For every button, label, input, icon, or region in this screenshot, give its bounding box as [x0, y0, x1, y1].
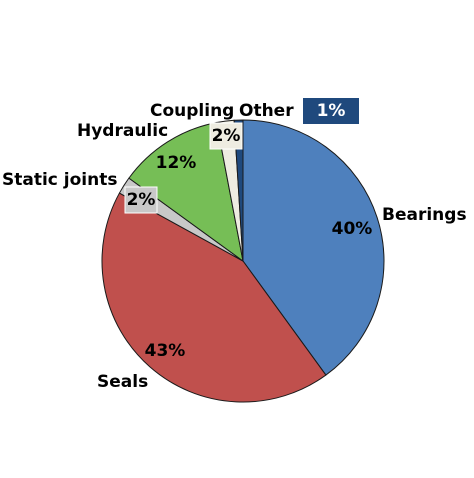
pie-slice-other: [233, 119, 244, 262]
value-text-seals: 43%: [145, 341, 186, 361]
value-text-static-joints: 2%: [127, 190, 156, 210]
pie-slice-seals: [101, 192, 327, 403]
value-text-hydraulic: 12%: [156, 153, 197, 173]
value-label-hydraulic: 12%: [156, 153, 197, 173]
slice-label-hydraulic: Hydraulic: [77, 121, 168, 141]
slice-label-coupling: Coupling: [150, 101, 234, 121]
slice-label-static-joints: Static joints: [2, 170, 117, 190]
value-text-other: 1%: [317, 101, 346, 121]
slice-label-seals: Seals: [97, 372, 148, 392]
slice-label-other: Other: [239, 101, 294, 121]
slice-label-bearings: Bearings: [382, 205, 467, 225]
pie-labels: Bearings 40% Seals 43% Static joints 2% Hydrau…: [2, 98, 467, 392]
value-box-coupling: [209, 122, 243, 150]
value-box-other: [303, 98, 359, 124]
value-label-bearings: 40%: [332, 219, 373, 239]
value-label-other: 1%: [303, 98, 359, 124]
value-label-static-joints: 2%: [124, 186, 158, 214]
value-text-bearings: 40%: [332, 219, 373, 239]
pie-slice-bearings: [242, 119, 385, 376]
value-text-coupling: 2%: [212, 126, 241, 146]
value-box-static-joints: [124, 186, 158, 214]
value-label-coupling: 2%: [209, 122, 243, 150]
value-label-seals: 43%: [145, 341, 186, 361]
